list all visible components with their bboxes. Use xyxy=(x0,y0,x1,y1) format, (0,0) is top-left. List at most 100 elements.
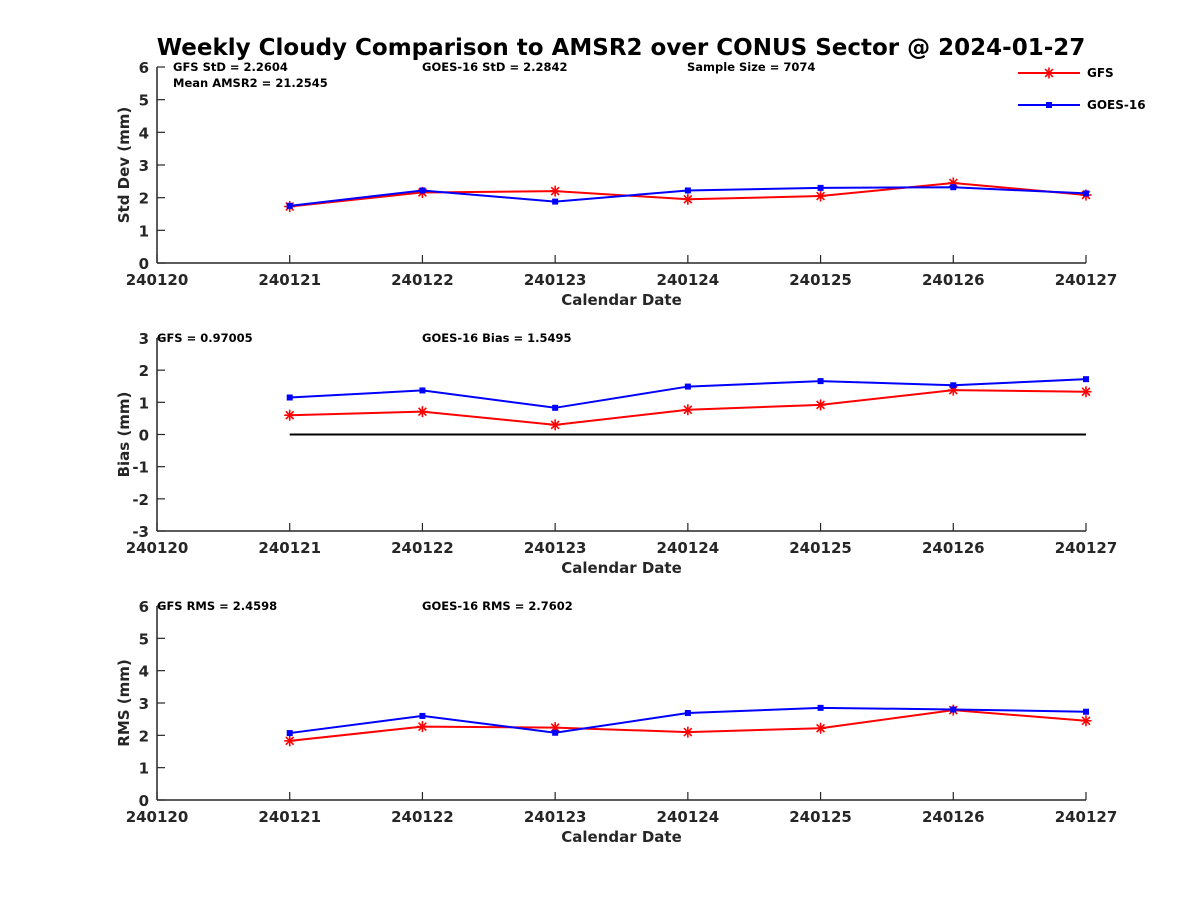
y-tick-label: 2 xyxy=(139,190,149,208)
annotation-gfs: GFS StD = 2.2604 xyxy=(173,60,288,74)
y-tick-label: 3 xyxy=(139,330,149,348)
y-tick-label: 3 xyxy=(139,695,149,713)
panel-3: 0 1 2 3 4 5 6 240120 240121 240122 240123 240124 240… xyxy=(115,598,1117,846)
data-point-gfs-stroke-3 xyxy=(683,194,693,204)
figure-title: Weekly Cloudy Comparison to AMSR2 over C… xyxy=(157,35,1086,61)
data-point-goes16 xyxy=(552,404,559,411)
x-tick-label: 240120 xyxy=(126,271,189,289)
y-tick-label: 0 xyxy=(139,427,149,445)
data-point-gfs xyxy=(682,404,694,416)
x-tick-label: 240127 xyxy=(1055,539,1118,557)
y-tick-label: 3 xyxy=(139,157,149,175)
panel-1: 0 1 2 3 4 5 6 240120 240121 240122 240123 240124 240… xyxy=(115,59,1117,309)
data-point-gfs-stroke-3 xyxy=(683,405,693,415)
data-point-gfs-stroke-3 xyxy=(417,722,427,732)
y-tick-label: 1 xyxy=(139,222,149,240)
x-tick-label: 240127 xyxy=(1055,808,1118,826)
data-point-gfs-stroke-3 xyxy=(550,186,560,196)
y-tick-label: 1 xyxy=(139,760,149,778)
data-point-gfs xyxy=(416,721,428,733)
x-tick-label: 240124 xyxy=(657,539,720,557)
data-point-gfs xyxy=(815,399,827,411)
annotation-goes: GOES-16 Bias = 1.5495 xyxy=(422,331,571,345)
data-point-gfs-stroke-3 xyxy=(417,407,427,417)
x-tick-label: 240125 xyxy=(789,808,852,826)
y-tick-label: 0 xyxy=(139,792,149,810)
data-point-goes16 xyxy=(950,184,957,191)
data-point-goes16 xyxy=(1083,708,1089,715)
x-tick-label: 240123 xyxy=(524,271,587,289)
x-tick-label: 240121 xyxy=(258,539,321,557)
annotation-sample: Sample Size = 7074 xyxy=(687,60,815,74)
data-point-goes16 xyxy=(684,710,691,717)
y-tick-label: -1 xyxy=(132,459,149,477)
y-tick-label: 5 xyxy=(139,92,149,110)
data-point-goes16 xyxy=(286,730,293,737)
x-axis-label: Calendar Date xyxy=(561,559,682,577)
data-point-goes16 xyxy=(684,383,691,390)
data-point-goes16 xyxy=(817,184,824,191)
x-tick-label: 240126 xyxy=(922,539,985,557)
annotation-goes: GOES-16 RMS = 2.7602 xyxy=(422,599,573,613)
x-tick-label: 240122 xyxy=(391,271,454,289)
data-point-gfs xyxy=(549,185,561,197)
y-tick-label: -3 xyxy=(132,523,149,541)
y-tick-label: 2 xyxy=(139,727,149,745)
annotation-gfs: GFS RMS = 2.4598 xyxy=(157,599,277,613)
data-point-gfs xyxy=(284,409,296,421)
data-point-goes16 xyxy=(1083,190,1089,197)
x-axis-label: Calendar Date xyxy=(561,291,682,309)
legend-label: GOES-16 xyxy=(1087,98,1146,112)
x-tick-label: 240124 xyxy=(657,808,720,826)
y-axis-label: RMS (mm) xyxy=(115,659,133,746)
x-tick-label: 240124 xyxy=(657,271,720,289)
data-point-gfs xyxy=(284,735,296,747)
data-point-goes16 xyxy=(1083,376,1089,383)
y-axis-label: Bias (mm) xyxy=(115,392,133,478)
legend-item-gfs: GFS xyxy=(1018,66,1114,80)
x-tick-label: 240122 xyxy=(391,808,454,826)
data-point-gfs xyxy=(1080,715,1092,727)
data-point-goes16 xyxy=(552,729,559,736)
x-tick-label: 240125 xyxy=(789,539,852,557)
annotation-mean: Mean AMSR2 = 21.2545 xyxy=(173,76,328,90)
data-point-goes16 xyxy=(286,394,293,401)
data-point-goes16 xyxy=(419,387,426,394)
annotation-goes: GOES-16 StD = 2.2842 xyxy=(422,60,567,74)
panel-2: -3 -2 -1 0 1 2 3 240120 240121 240122 240123 240124… xyxy=(115,330,1117,577)
data-point-gfs-stroke-3 xyxy=(1081,716,1091,726)
data-point-gfs-stroke-3 xyxy=(816,191,826,201)
data-point-gfs-stroke-3 xyxy=(1081,387,1091,397)
x-tick-label: 240123 xyxy=(524,539,587,557)
y-tick-label: 1 xyxy=(139,394,149,412)
data-point-goes16 xyxy=(419,187,426,194)
data-point-goes16 xyxy=(419,712,426,719)
y-tick-label: 6 xyxy=(139,598,149,616)
x-tick-label: 240126 xyxy=(922,271,985,289)
data-point-goes16 xyxy=(817,704,824,711)
data-point-gfs xyxy=(682,193,694,205)
y-tick-label: -2 xyxy=(132,491,149,509)
data-point-gfs xyxy=(416,406,428,418)
x-tick-label: 240125 xyxy=(789,271,852,289)
data-point-gfs xyxy=(549,419,561,431)
data-point-gfs-stroke-3 xyxy=(683,727,693,737)
data-point-gfs xyxy=(815,722,827,734)
data-point-gfs xyxy=(682,726,694,738)
x-tick-label: 240121 xyxy=(258,808,321,826)
data-point-gfs-stroke-3 xyxy=(816,723,826,733)
x-tick-label: 240126 xyxy=(922,808,985,826)
legend: GFS GOES-16 xyxy=(1018,66,1146,112)
data-point-gfs xyxy=(815,190,827,202)
y-tick-label: 0 xyxy=(139,255,149,273)
data-point-goes16 xyxy=(552,198,559,205)
annotation-gfs: GFS = 0.97005 xyxy=(157,331,253,345)
x-tick-label: 240120 xyxy=(126,539,189,557)
legend-marker xyxy=(1046,102,1052,108)
data-point-goes16 xyxy=(817,378,824,385)
legend-marker xyxy=(1043,67,1055,79)
legend-item-goes16: GOES-16 xyxy=(1018,98,1146,112)
data-point-goes16 xyxy=(286,202,293,209)
